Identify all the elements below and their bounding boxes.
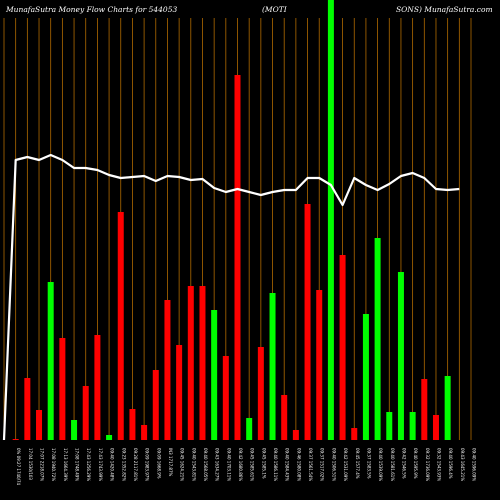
bar	[386, 412, 393, 440]
chart-title-right: SONS) MunafaSutra.com	[396, 5, 493, 14]
x-tick-label: 17:07 2218.07%	[40, 448, 45, 481]
bar	[164, 300, 171, 440]
bar	[129, 409, 136, 440]
bar	[152, 370, 159, 440]
bar	[117, 212, 124, 440]
bar	[24, 378, 31, 440]
x-tick-label: 09:40 1581.61%	[390, 448, 395, 481]
x-tick-label: 09:45 1585.61%	[250, 448, 255, 481]
x-tick-label: 09:42 1546.5%	[401, 448, 406, 479]
x-tick-label: 09:32 1543.93%	[436, 448, 441, 481]
x-tick-label: 09:45 1624.21%	[180, 448, 185, 481]
x-tick-label: 09:45 1585.1%	[261, 448, 266, 479]
bar	[234, 75, 241, 440]
bar	[12, 439, 19, 440]
x-tick-label: 17:43 1743.99%	[98, 448, 103, 481]
x-tick-label: 17:04 1530/103	[28, 448, 33, 480]
bar	[71, 420, 78, 440]
bar	[176, 345, 183, 440]
x-tick-label: 09:28 2117.81%	[133, 448, 138, 481]
bar	[316, 290, 323, 440]
x-tick-label: 09:37 1561.54%	[308, 448, 313, 481]
bar	[304, 204, 311, 440]
flow-line	[2, 153, 460, 441]
bar	[36, 410, 43, 440]
bar	[82, 386, 89, 440]
bar	[362, 314, 369, 440]
x-tick-label: 17:08 1748.49%	[75, 448, 80, 481]
flow-line-series	[2, 153, 460, 441]
x-tick-label: 09:40 1595.9%	[413, 448, 418, 479]
x-tick-label: 17:13 1664.39%	[63, 448, 68, 481]
chart-title-left: MunafaSutra Money Flow Charts for 544053	[5, 5, 177, 14]
x-tick-label: 09:42 1680.86%	[238, 448, 243, 481]
x-tick-label: 09:40 1584.43%	[285, 448, 290, 481]
bar	[374, 238, 381, 440]
bar	[409, 412, 416, 440]
x-tick-label: 09:40 1596.09%	[472, 448, 477, 481]
x-tick-label: 09:09 1983.97%	[145, 448, 150, 481]
bar	[269, 293, 276, 440]
bar	[141, 425, 148, 440]
x-tick-label: 09:42 1531.09%	[343, 448, 348, 481]
bar	[432, 415, 439, 440]
x-tick-label: 09:40 1586.11%	[273, 448, 278, 481]
bar	[351, 428, 358, 440]
bar	[327, 0, 334, 440]
x-tick-label: 09:40 1420.48%	[110, 448, 115, 481]
bar	[397, 272, 404, 440]
bar	[59, 338, 66, 440]
bar	[211, 310, 218, 440]
x-tick-label: 09:40 1506.51%	[331, 448, 336, 481]
bar	[339, 255, 346, 440]
bar	[257, 347, 264, 440]
x-tick-label: 09:40 1543.81%	[191, 448, 196, 481]
bar	[281, 395, 288, 440]
x-tick-label: 17:43 1256.29%	[86, 448, 91, 481]
x-tick-label: 09:46 1580.08%	[296, 448, 301, 481]
bar	[444, 376, 451, 440]
x-tick-label: 0% 09:27 1740/74	[16, 448, 21, 485]
chart-title-mid: (MOTI	[262, 5, 288, 14]
bar	[246, 418, 253, 440]
x-tick-label: 09:40 1596.4%	[448, 448, 453, 479]
bar	[292, 430, 299, 440]
bar	[106, 435, 113, 440]
x-tick-label: 09:09 1668.9%	[156, 448, 161, 479]
x-tick-label: 09:40 1568.05%	[203, 448, 208, 481]
x-tick-labels: 0% 09:27 1740/74 17:04 1530/103 17:07 2218…	[16, 448, 476, 485]
x-tick-label: 09:23 1352.82%	[121, 448, 126, 481]
bar	[199, 286, 206, 440]
bar	[94, 335, 101, 440]
bar-series	[12, 0, 451, 440]
x-tick-label: 17:08 1940.72%	[51, 448, 56, 481]
x-tick-label: 09:40 1703.11%	[226, 448, 231, 481]
x-tick-label: 09:45 1577.4%	[355, 448, 360, 479]
x-tick-label: 09:40 1539.09%	[378, 448, 383, 481]
x-tick-label: 09:37 1517.02%	[320, 448, 325, 481]
x-tick-label: IN3 1717.87%	[168, 448, 173, 477]
bar	[47, 282, 54, 440]
x-tick-label: 09:32 1736.09%	[425, 448, 430, 481]
x-tick-label: 09:43 1634.27%	[215, 448, 220, 481]
bar	[187, 286, 194, 440]
x-tick-label: 09:43 1645.21%	[460, 448, 465, 481]
x-tick-label: 09:37 1583.5%	[366, 448, 371, 479]
bar	[222, 356, 229, 440]
bar	[421, 379, 428, 440]
